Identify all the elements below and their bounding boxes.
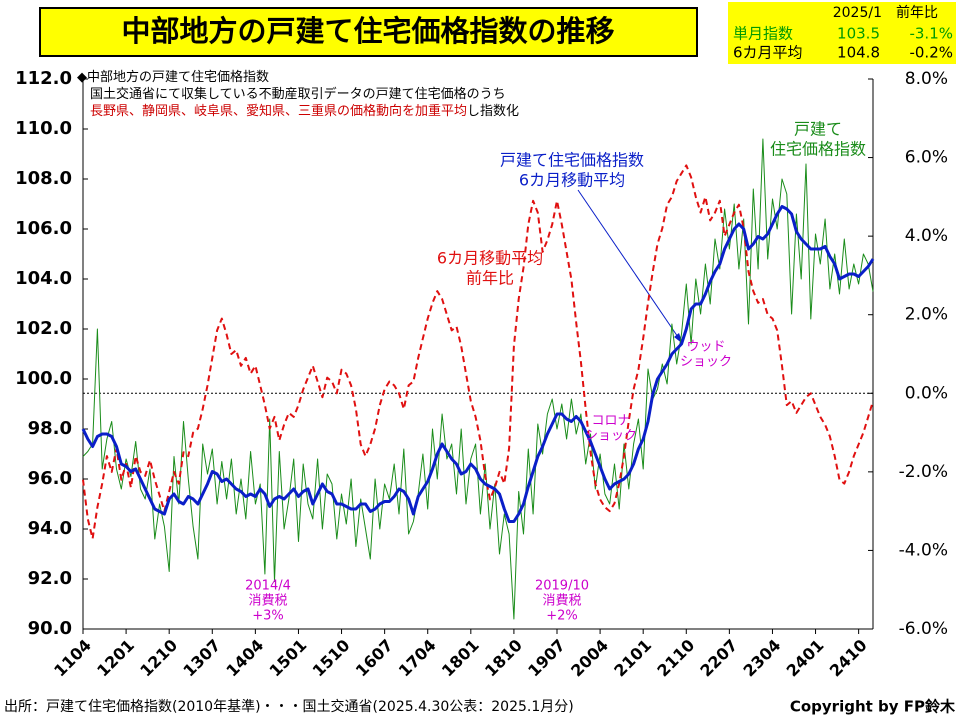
- summary-value: 104.8: [837, 44, 880, 62]
- annotation: 消費税: [248, 594, 287, 609]
- y-tick-label: 108.0: [15, 168, 72, 189]
- y2-tick-label: -4.0%: [899, 540, 948, 560]
- y2-tick-label: 0.0%: [905, 383, 948, 403]
- y2-tick-label: -6.0%: [899, 619, 948, 639]
- summary-value: 103.5: [837, 25, 880, 43]
- series-label: 戸建て: [794, 120, 842, 139]
- series-label: 6カ月移動平均: [519, 171, 625, 190]
- annotation: 2019/10: [535, 579, 589, 594]
- summary-label: 単月指数: [733, 25, 793, 43]
- annotation-arrow: [577, 189, 681, 341]
- summary-change: -3.1%: [909, 25, 953, 43]
- y2-tick-label: 8.0%: [905, 69, 948, 89]
- annotation: 消費税: [542, 594, 581, 609]
- series-line: [82, 164, 874, 540]
- note-line: 国土交通省にて収集している不動産取引データの戸建て住宅価格のうち: [77, 86, 506, 102]
- y-tick-label: 106.0: [15, 218, 72, 239]
- note-span: 国土交通省にて収集している不動産取引データの戸建て住宅価格のうち: [77, 86, 506, 102]
- summary-label: 6カ月平均: [733, 44, 803, 62]
- annotation: 2014/4: [245, 579, 291, 594]
- y-tick-label: 104.0: [15, 268, 72, 289]
- y2-tick-label: 4.0%: [905, 226, 948, 246]
- series-line: [81, 205, 875, 523]
- annotation: +2%: [546, 609, 578, 624]
- annotation: ショック: [680, 355, 732, 370]
- y2-tick-label: 2.0%: [905, 305, 948, 325]
- annotation: ショック: [585, 429, 637, 444]
- y-tick-label: 90.0: [28, 618, 72, 639]
- y-tick-label: 96.0: [28, 468, 72, 489]
- footer-source: 出所：戸建て住宅価格指数(2010年基準)・・・国土交通省(2025.4.30公…: [4, 698, 574, 715]
- footer-copyright: Copyright by FP鈴木: [790, 698, 956, 716]
- chart-title: 中部地方の戸建て住宅価格指数の推移: [121, 14, 614, 48]
- summary-box: [728, 2, 956, 64]
- y-tick-label: 110.0: [15, 118, 72, 139]
- y-tick-label: 100.0: [15, 368, 72, 389]
- y-tick-label: 94.0: [28, 518, 72, 539]
- y2-tick-label: -2.0%: [899, 462, 948, 482]
- note-span: 長野県、静岡県、岐阜県、愛知県、三重県の価格動向を加重平均: [77, 103, 467, 119]
- series-line: [82, 138, 874, 620]
- annotation: コロナ: [591, 414, 630, 429]
- note-span: ◆中部地方の戸建て住宅価格指数: [77, 69, 269, 85]
- annotation: ウッド: [686, 340, 725, 355]
- series-label: 戸建て住宅価格指数: [500, 151, 644, 170]
- y-tick-label: 102.0: [15, 318, 72, 339]
- y-tick-label: 98.0: [28, 418, 72, 439]
- series-label: 前年比: [466, 269, 514, 288]
- summary-change: -0.2%: [909, 44, 953, 62]
- y-tick-label: 112.0: [15, 68, 72, 89]
- series-label: 住宅価格指数: [770, 140, 866, 159]
- series-label: 6カ月移動平均: [437, 249, 543, 268]
- note-line: ◆中部地方の戸建て住宅価格指数: [77, 69, 269, 85]
- summary-header: 2025/1 前年比: [833, 4, 938, 21]
- note-span: し指数化: [467, 104, 519, 119]
- note-line: 長野県、静岡県、岐阜県、愛知県、三重県の価格動向を加重平均し指数化: [77, 103, 519, 119]
- y2-tick-label: 6.0%: [905, 148, 948, 168]
- title-box: [39, 7, 698, 57]
- annotation: +3%: [252, 609, 284, 624]
- y-tick-label: 92.0: [28, 568, 72, 589]
